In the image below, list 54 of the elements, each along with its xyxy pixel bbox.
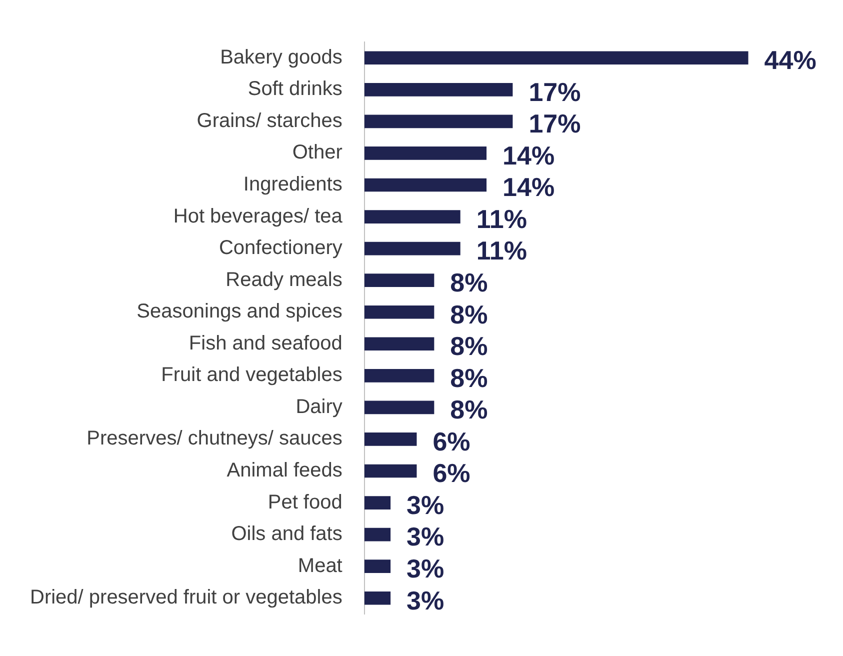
y-tick-label: Bakery goods — [220, 46, 342, 68]
data-label: 8% — [450, 394, 488, 425]
y-tick-label: Fish and seafood — [188, 332, 342, 354]
y-tick-label: Animal feeds — [226, 460, 342, 482]
bar — [364, 242, 460, 256]
bar — [364, 528, 391, 542]
bar — [364, 337, 434, 351]
y-tick-label: Ingredients — [243, 174, 342, 196]
bar — [364, 274, 434, 288]
bar — [364, 305, 434, 319]
data-label: 44% — [764, 45, 816, 76]
y-tick-label: Confectionery — [218, 237, 342, 260]
data-label: 17% — [528, 76, 581, 107]
y-tick-label: Grains/ starches — [196, 110, 342, 132]
data-label: 6% — [432, 426, 470, 456]
y-tick-label: Dried/ preserved fruit or vegetables — [30, 586, 342, 609]
data-label: 14% — [502, 172, 555, 202]
y-tick-label: Preserves/ chutneys/ sauces — [86, 428, 342, 450]
data-label: 8% — [450, 331, 488, 362]
bar — [364, 560, 391, 574]
bar — [364, 178, 487, 192]
data-label: 8% — [450, 362, 488, 393]
y-tick-label: Other — [292, 142, 343, 164]
data-label: 3% — [406, 585, 444, 616]
data-label: 11% — [476, 204, 527, 234]
data-label: 11% — [476, 236, 527, 266]
y-tick-label: Dairy — [296, 396, 342, 418]
y-tick-label: Pet food — [268, 491, 342, 514]
y-tick-label: Hot beverages/ tea — [173, 205, 344, 228]
data-label: 8% — [450, 299, 488, 330]
bar — [364, 400, 434, 414]
bar — [364, 368, 434, 382]
data-label: 3% — [406, 522, 444, 552]
bar — [364, 432, 417, 446]
y-tick-label: Soft drinks — [248, 78, 342, 100]
y-tick-label: Fruit and vegetables — [161, 364, 342, 386]
data-label: 6% — [432, 458, 470, 488]
y-tick-label: Ready meals — [226, 268, 342, 291]
bar — [364, 114, 513, 128]
bar — [364, 51, 748, 65]
bar — [364, 146, 487, 160]
bar — [364, 210, 460, 224]
data-label: 3% — [406, 490, 444, 520]
bar — [364, 591, 391, 605]
y-tick-label: Meat — [298, 554, 343, 577]
bar — [364, 464, 417, 478]
y-tick-label: Oils and fats — [231, 523, 342, 546]
data-label: 17% — [528, 108, 581, 139]
data-label: 3% — [406, 554, 444, 584]
y-tick-label: Seasonings and spices — [136, 300, 342, 323]
bar — [364, 496, 391, 510]
bar — [364, 82, 513, 96]
data-label: 8% — [450, 268, 488, 298]
data-label: 14% — [502, 140, 555, 170]
